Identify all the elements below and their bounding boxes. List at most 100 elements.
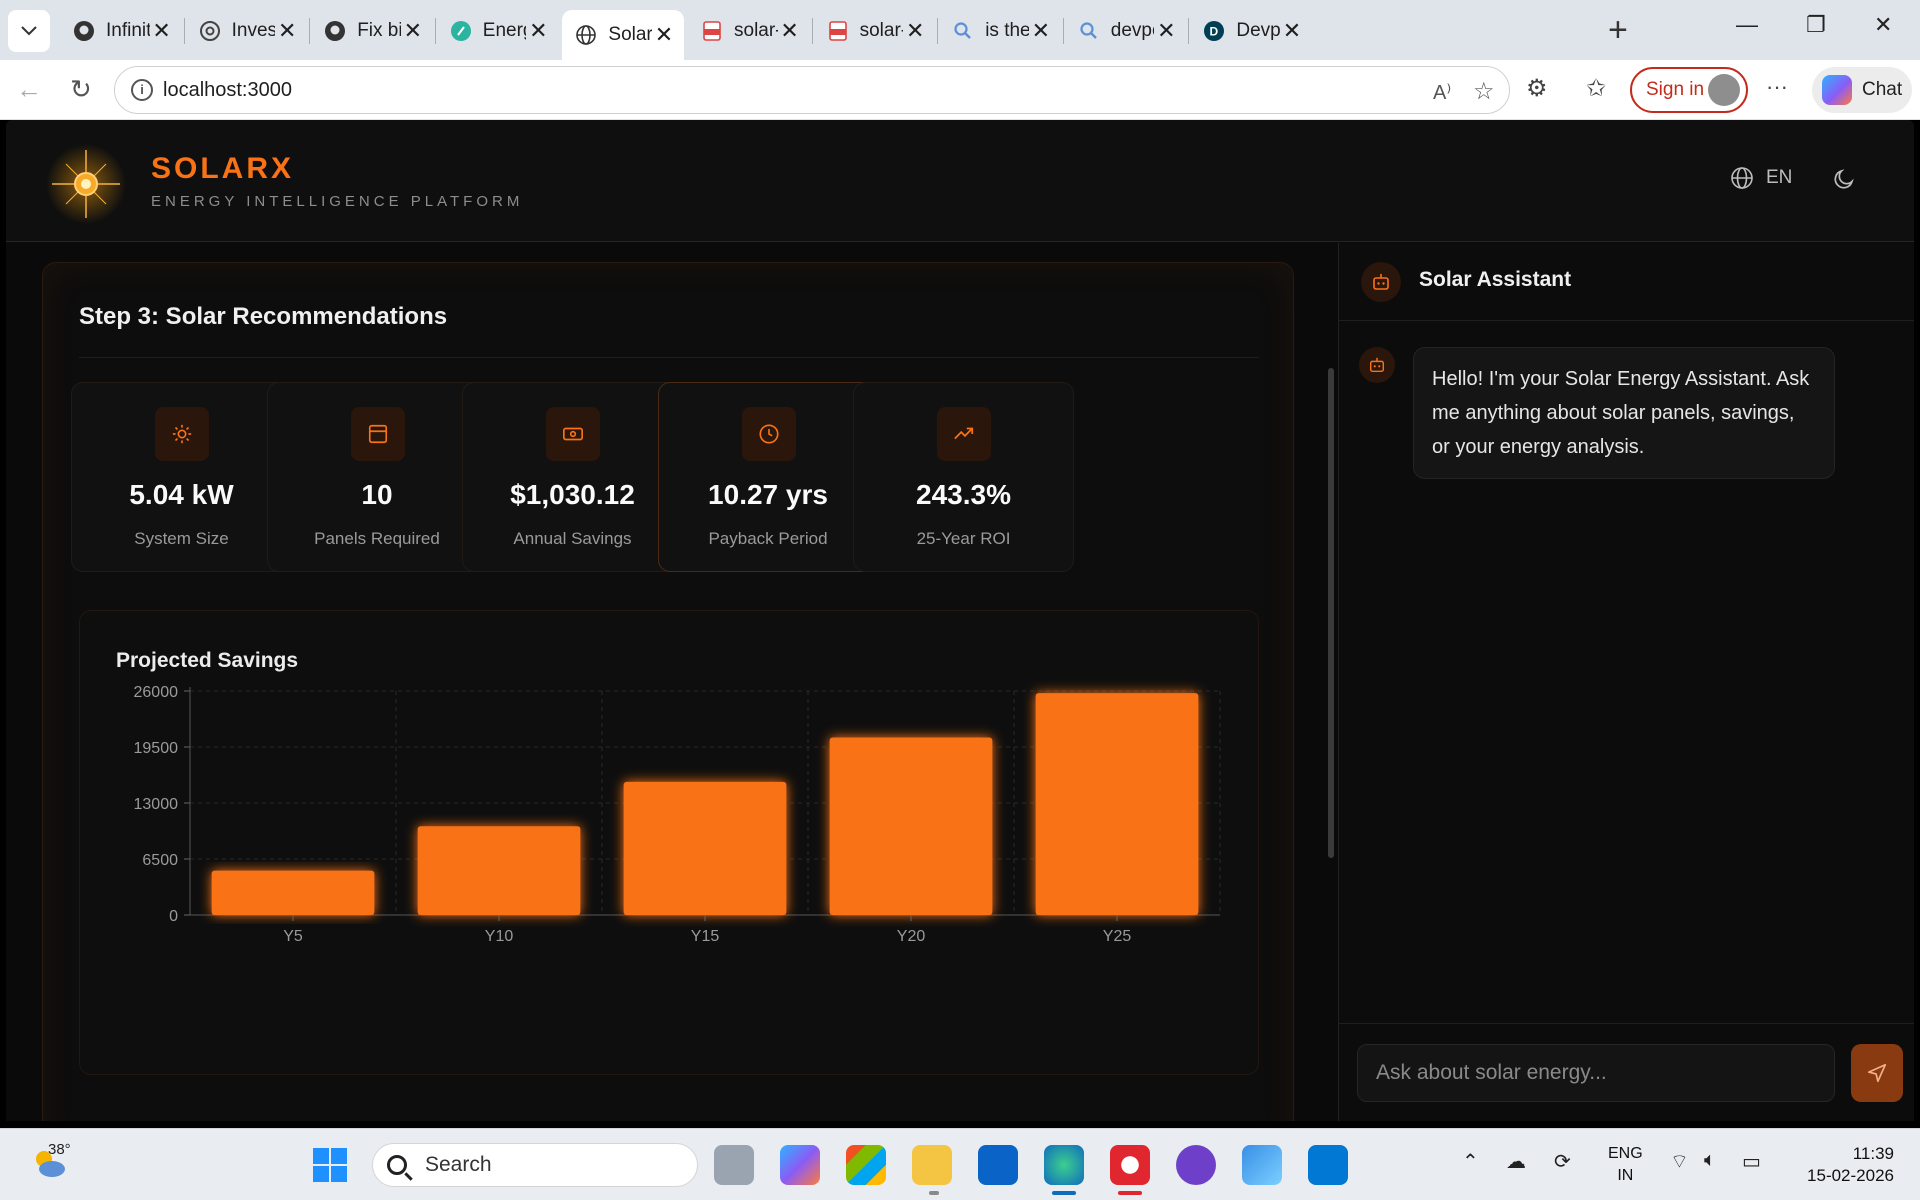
- task-view-icon[interactable]: [714, 1145, 754, 1185]
- browser-tab[interactable]: D Devpost✕: [1190, 10, 1312, 52]
- tab-title: Investiga: [231, 20, 276, 41]
- panel-icon: [350, 407, 405, 461]
- close-tab-icon[interactable]: ✕: [654, 22, 674, 47]
- close-tab-icon[interactable]: ✕: [529, 18, 548, 43]
- stat-label: Payback Period: [708, 529, 828, 548]
- globe-icon: [1731, 167, 1753, 189]
- store-app-icon[interactable]: [846, 1145, 886, 1185]
- taskbar-search[interactable]: Search: [372, 1143, 698, 1187]
- tab-actions-menu-button[interactable]: [8, 10, 50, 52]
- chart-title: Projected Savings: [116, 649, 299, 672]
- clock[interactable]: 11:39 15-02-2026: [1790, 1143, 1894, 1187]
- browser-tab[interactable]: devpost✕: [1065, 10, 1187, 52]
- close-tab-icon[interactable]: ✕: [1282, 18, 1302, 43]
- show-hidden-icons-icon[interactable]: ⌃: [1462, 1151, 1479, 1173]
- bot-icon: [1361, 262, 1401, 302]
- x-tick-label: Y20: [897, 928, 926, 945]
- chat-input-area: [1339, 1023, 1914, 1121]
- site-info-icon[interactable]: i: [131, 79, 153, 101]
- minimize-icon[interactable]: —: [1736, 12, 1758, 37]
- url-text[interactable]: localhost:3000: [163, 79, 292, 101]
- extensions-icon[interactable]: ⚙: [1526, 75, 1548, 102]
- address-bar[interactable]: i localhost:3000 A⁾ ☆: [114, 66, 1510, 114]
- browser-tab[interactable]: Fix bill ar✕: [311, 10, 433, 52]
- close-tab-icon[interactable]: ✕: [905, 18, 925, 43]
- lang-line2: IN: [1617, 1167, 1634, 1184]
- projected-savings-chart: 0 6500 13000 19500 26000 Y5 Y10 Y15 Y20 Y25: [134, 684, 1221, 945]
- tab-title: devpost: [1110, 20, 1155, 41]
- chat-header: Solar Assistant: [1339, 243, 1914, 321]
- profile-avatar: [1708, 74, 1740, 106]
- chat-label: Chat: [1862, 79, 1903, 100]
- main-content: Step 3: Solar Recommendations 5.04 kW Sys…: [6, 243, 1336, 1121]
- favorites-icon[interactable]: ✩: [1586, 75, 1607, 102]
- y-tick-label: 13000: [134, 796, 179, 813]
- sign-in-button[interactable]: Sign in: [1630, 67, 1748, 113]
- restore-icon[interactable]: ❐: [1806, 12, 1826, 37]
- vscode-app-icon[interactable]: [1308, 1145, 1348, 1185]
- opera-app-icon[interactable]: [1110, 1145, 1150, 1185]
- pdf-icon: [700, 19, 724, 43]
- copilot-chat-button[interactable]: Chat: [1812, 67, 1912, 113]
- moon-icon[interactable]: [1832, 167, 1856, 191]
- edge-app-icon[interactable]: [1044, 1145, 1084, 1185]
- tab-separator: [937, 18, 939, 44]
- wifi-icon[interactable]: ⌔: [1670, 1151, 1689, 1173]
- weather-temp: 38°: [48, 1141, 71, 1158]
- tab-separator: [183, 18, 185, 44]
- chat-input[interactable]: [1357, 1044, 1835, 1102]
- clock-time: 11:39: [1852, 1144, 1894, 1163]
- volume-icon[interactable]: 🔈︎: [1704, 1149, 1716, 1171]
- favorite-star-icon[interactable]: ☆: [1473, 78, 1495, 105]
- close-tab-icon[interactable]: ✕: [1157, 18, 1176, 43]
- tab-separator: [811, 18, 813, 44]
- github-desktop-icon[interactable]: [1176, 1145, 1216, 1185]
- bar-y25: [1035, 693, 1199, 915]
- windows-start-icon[interactable]: [312, 1147, 348, 1183]
- browser-tab[interactable]: Infinityy7✕: [60, 10, 182, 52]
- back-arrow-icon[interactable]: ←: [16, 74, 42, 104]
- browser-tab[interactable]: solar-rep✕: [814, 10, 936, 52]
- stat-value: 243.3%: [916, 479, 1011, 510]
- photos-app-icon[interactable]: [1242, 1145, 1282, 1185]
- pdf-icon: [826, 19, 850, 43]
- chevron-down-icon: [21, 26, 37, 36]
- copilot-app-icon[interactable]: [780, 1145, 820, 1185]
- browser-tab[interactable]: Investiga✕: [186, 10, 308, 52]
- close-tab-icon[interactable]: ✕: [403, 18, 422, 43]
- more-options-icon[interactable]: ···: [1766, 74, 1788, 99]
- search-icon: [951, 19, 975, 43]
- language-selector[interactable]: EN: [1730, 166, 1792, 190]
- close-tab-icon[interactable]: ✕: [277, 18, 297, 43]
- file-explorer-icon[interactable]: [912, 1145, 952, 1185]
- sun-logo-icon: [46, 144, 126, 224]
- clock-icon: [741, 407, 796, 461]
- stat-label: Annual Savings: [513, 529, 632, 548]
- refresh-icon[interactable]: ↻: [70, 74, 92, 104]
- outlook-app-icon[interactable]: [978, 1145, 1018, 1185]
- main-scrollbar[interactable]: [1328, 368, 1334, 858]
- sync-icon[interactable]: ⟳: [1554, 1151, 1571, 1173]
- close-tab-icon[interactable]: ✕: [780, 18, 799, 43]
- battery-icon[interactable]: ▭: [1742, 1151, 1761, 1173]
- read-aloud-icon[interactable]: A⁾: [1433, 82, 1452, 104]
- weather-icon: [36, 1151, 65, 1177]
- bar-y20: [829, 737, 993, 915]
- close-tab-icon[interactable]: ✕: [152, 18, 171, 43]
- window-close-icon[interactable]: ✕: [1874, 12, 1893, 37]
- input-language[interactable]: ENG IN: [1608, 1143, 1643, 1187]
- new-tab-button[interactable]: +: [1608, 11, 1628, 49]
- browser-tab[interactable]: SolarX -✕: [562, 10, 684, 60]
- close-tab-icon[interactable]: ✕: [1031, 18, 1050, 43]
- chat-title: Solar Assistant: [1419, 268, 1572, 291]
- browser-tab[interactable]: solar-rep✕: [688, 10, 810, 52]
- browser-tab[interactable]: is the ele✕: [939, 10, 1061, 52]
- cloud-off-icon[interactable]: ☁: [1506, 1151, 1526, 1173]
- y-tick-label: 6500: [142, 852, 178, 869]
- browser-tab[interactable]: Energy M✕: [437, 10, 559, 52]
- svg-text:D: D: [1210, 25, 1219, 39]
- bar-y15: [623, 781, 787, 915]
- weather-widget[interactable]: 38°: [30, 1141, 71, 1188]
- send-button[interactable]: [1851, 1044, 1903, 1102]
- tab-title: solar-rep: [734, 20, 778, 41]
